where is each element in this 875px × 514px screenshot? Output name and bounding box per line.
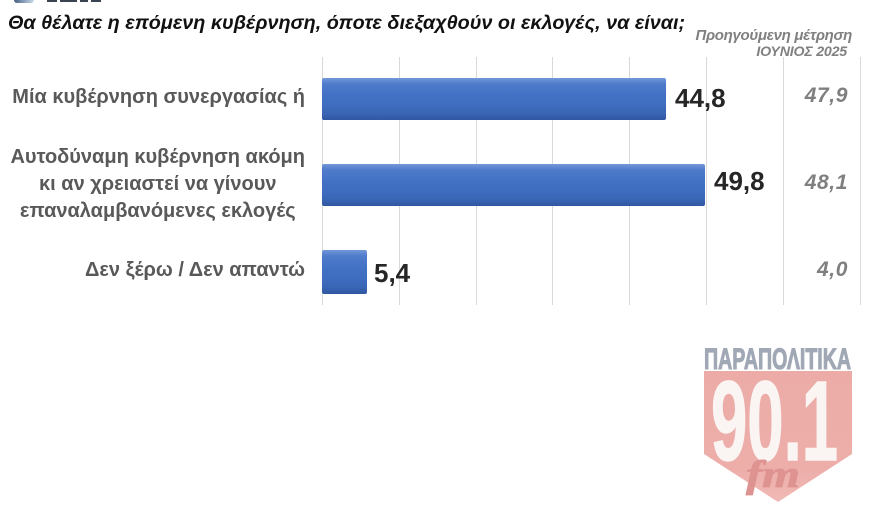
svg-text:90.1: 90.1 — [711, 358, 838, 484]
svg-text:ΠΑΡΑΠΟΛΙΤΙΚΑ: ΠΑΡΑΠΟΛΙΤΙΚΑ — [704, 343, 851, 376]
svg-text:fm: fm — [746, 454, 800, 496]
